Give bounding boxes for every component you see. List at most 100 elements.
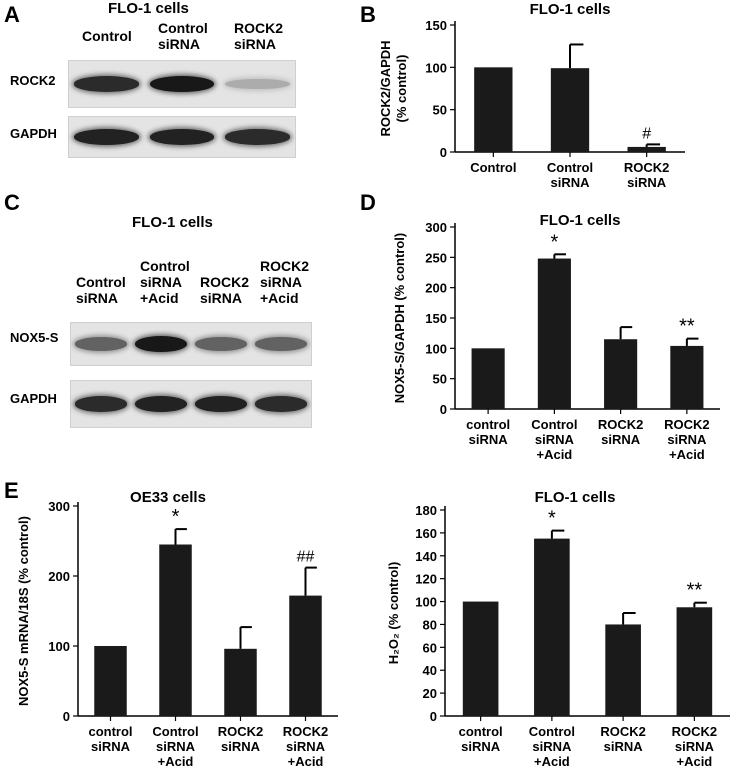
y-tick-label: 20: [423, 686, 437, 701]
y-tick-label: 200: [48, 569, 70, 584]
y-axis-label: NOX5-S/GAPDH (% control): [392, 233, 407, 403]
y-tick-label: 250: [425, 250, 447, 265]
chart-title: FLO-1 cells: [535, 489, 616, 506]
bar: [550, 68, 590, 152]
blot-nox5s: [70, 322, 312, 366]
bar: [289, 595, 322, 716]
bar: [94, 646, 127, 716]
panel-c-title: FLO-1 cells: [132, 214, 213, 231]
blot-band: [149, 76, 215, 92]
y-tick-label: 100: [415, 595, 437, 610]
y-axis-label: ROCK2/GAPDH(% control): [378, 40, 409, 136]
bar: [462, 601, 499, 716]
bar: [604, 339, 638, 409]
y-tick-label: 100: [425, 60, 447, 75]
y-tick-label: 300: [425, 220, 447, 235]
blot-band: [255, 337, 307, 351]
blot-band: [224, 78, 290, 90]
blot-band: [135, 336, 187, 352]
blot-label-gapdh: GAPDH: [10, 391, 57, 406]
x-tick-label: ROCK2 siRNA: [218, 724, 264, 754]
lane-label: Control: [82, 28, 132, 44]
blot-band: [149, 129, 215, 145]
x-tick-label: ROCK2 siRNA: [624, 160, 670, 190]
y-tick-label: 0: [63, 709, 70, 724]
panel-letter-b: B: [360, 2, 376, 27]
x-tick-label: ROCK2 siRNA: [600, 724, 646, 754]
bar: [605, 624, 641, 716]
y-tick-label: 100: [48, 639, 70, 654]
y-tick-label: 300: [48, 499, 70, 514]
lane-label: Control siRNA: [158, 20, 208, 52]
significance-mark: ##: [297, 549, 315, 566]
blot-band: [75, 337, 127, 351]
x-tick-label: control siRNA: [459, 724, 503, 754]
blot-band: [74, 129, 140, 145]
y-tick-label: 60: [423, 640, 437, 655]
blot-band: [75, 396, 127, 412]
blot-label-gapdh: GAPDH: [10, 126, 57, 141]
bar-chart-b: FLO-1 cells ROCK2/GAPDH(% control) 0 50 100 1…: [378, 1, 685, 190]
x-tick-label: ROCK2 siRNA +Acid: [283, 724, 329, 769]
x-tick-label: ROCK2 siRNA +Acid: [672, 724, 718, 769]
lane-label: ROCK2 siRNA: [234, 20, 284, 52]
bar: [627, 146, 666, 152]
chart-title: FLO-1 cells: [530, 1, 611, 18]
y-tick-label: 120: [415, 572, 437, 587]
y-tick-label: 0: [430, 709, 437, 724]
x-tick-label: Control siRNA +Acid: [529, 724, 575, 769]
lane-label: ROCK2 siRNA: [200, 274, 250, 306]
y-tick-label: 140: [415, 549, 437, 564]
significance-mark: #: [642, 125, 651, 142]
y-tick-label: 100: [425, 341, 447, 356]
blot-band: [195, 337, 247, 351]
chart-title: FLO-1 cells: [540, 212, 621, 229]
x-tick-label: control siRNA: [466, 417, 510, 447]
significance-mark: **: [687, 580, 703, 602]
significance-mark: *: [172, 506, 180, 528]
y-tick-label: 50: [433, 103, 447, 118]
lane-label: Control siRNA +Acid: [140, 258, 190, 306]
bar: [537, 258, 571, 409]
x-tick-label: Control siRNA +Acid: [531, 417, 577, 462]
blot-rock2: [68, 60, 296, 108]
x-tick-label: control siRNA: [88, 724, 132, 754]
y-tick-label: 80: [423, 617, 437, 632]
bar-chart-d: FLO-1 cells NOX5-S/GAPDH (% control) 0 50 10…: [392, 212, 720, 462]
lane-label: Control siRNA: [76, 274, 126, 306]
blot-band: [195, 396, 247, 412]
y-axis-label: NOX5-S mRNA/18S (% control): [16, 516, 31, 706]
blot-label-rock2: ROCK2: [10, 73, 56, 88]
bar-chart-e: OE33 cells NOX5-S mRNA/18S (% control) 0 10…: [16, 489, 338, 769]
lane-label: ROCK2 siRNA +Acid: [260, 258, 310, 306]
x-tick-label: Control: [470, 160, 516, 175]
blot-band: [74, 76, 140, 92]
bar: [471, 348, 505, 409]
blot-band: [224, 129, 290, 145]
y-tick-label: 0: [440, 402, 447, 417]
y-tick-label: 150: [425, 311, 447, 326]
blot-band: [255, 396, 307, 412]
panel-letter-d: D: [360, 190, 376, 215]
panel-letter-e: E: [4, 478, 19, 503]
chart-title: OE33 cells: [130, 489, 206, 506]
x-tick-label: Control siRNA: [547, 160, 593, 190]
panel-a-title: FLO-1 cells: [108, 0, 189, 17]
significance-mark: *: [550, 231, 558, 253]
blot-band: [135, 396, 187, 412]
bar: [159, 544, 192, 716]
x-tick-label: ROCK2 siRNA +Acid: [664, 417, 710, 462]
bar-chart-f: FLO-1 cells H₂O₂ (% control) 0 20 40 60 80 100 1…: [386, 489, 730, 769]
y-tick-label: 200: [425, 281, 447, 296]
x-tick-label: Control siRNA +Acid: [152, 724, 198, 769]
panel-letter-c: C: [4, 190, 20, 215]
y-tick-label: 40: [423, 663, 437, 678]
blot-gapdh: [70, 380, 312, 428]
y-tick-label: 0: [440, 145, 447, 160]
y-tick-label: 160: [415, 526, 437, 541]
x-tick-label: ROCK2 siRNA: [598, 417, 644, 447]
blot-label-nox5s: NOX5-S: [10, 330, 59, 345]
bar: [670, 345, 704, 409]
y-axis-label: H₂O₂ (% control): [386, 562, 401, 665]
bar: [224, 648, 257, 716]
